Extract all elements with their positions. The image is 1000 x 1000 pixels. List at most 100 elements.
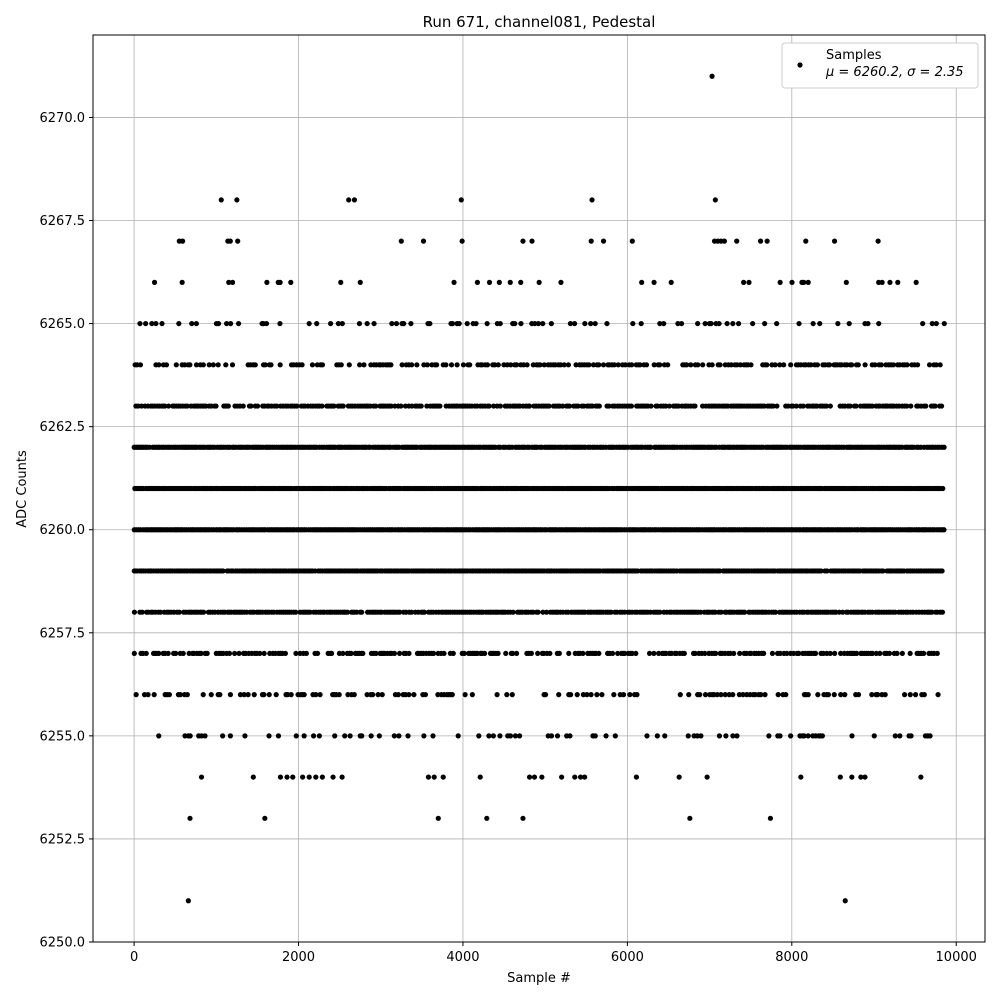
band-point xyxy=(904,362,910,368)
data-point xyxy=(234,197,240,203)
band-point xyxy=(346,362,352,368)
data-point xyxy=(185,898,191,904)
band-point xyxy=(507,733,514,739)
band-point xyxy=(431,650,437,657)
data-point xyxy=(277,774,284,780)
band-point xyxy=(865,320,871,327)
band-point xyxy=(532,320,538,327)
band-point xyxy=(274,403,280,409)
band-point xyxy=(926,362,933,368)
band-point xyxy=(495,650,501,657)
band-point xyxy=(275,733,282,739)
band-point xyxy=(314,650,321,657)
band-point xyxy=(251,692,257,698)
band-point xyxy=(877,650,883,657)
band-point xyxy=(855,362,861,368)
band-point xyxy=(772,362,778,368)
band-point xyxy=(692,650,698,657)
data-point xyxy=(539,774,545,780)
band-point xyxy=(379,692,385,698)
band-point xyxy=(376,733,382,739)
band-point xyxy=(451,279,457,285)
band-point xyxy=(770,403,776,409)
band-point xyxy=(486,403,492,409)
band-point xyxy=(414,362,420,368)
band-point xyxy=(176,320,182,327)
band-point xyxy=(180,650,186,657)
band-point xyxy=(356,320,363,327)
band-point xyxy=(603,733,609,739)
band-point xyxy=(554,733,561,739)
band-point xyxy=(843,279,849,285)
band-point xyxy=(869,692,875,698)
x-tick-label: 8000 xyxy=(775,950,808,965)
band-point xyxy=(781,362,787,368)
band-point xyxy=(241,692,247,698)
band-point xyxy=(184,692,190,698)
band-point xyxy=(361,362,367,368)
data-point xyxy=(803,238,809,244)
band-point xyxy=(357,279,363,285)
band-point xyxy=(651,650,657,657)
band-point xyxy=(301,733,307,739)
band-point xyxy=(165,650,171,657)
band-point xyxy=(277,362,283,368)
band-point xyxy=(388,362,394,368)
band-point xyxy=(306,320,312,327)
band-point xyxy=(228,320,234,327)
band-point xyxy=(608,609,614,615)
band-point xyxy=(427,320,433,327)
data-point xyxy=(339,774,345,780)
band-point xyxy=(582,320,588,327)
band-point xyxy=(340,650,346,657)
band-point xyxy=(368,733,374,739)
band-point xyxy=(359,733,365,739)
band-point xyxy=(492,362,498,368)
band-point xyxy=(535,320,541,327)
band-point xyxy=(332,733,338,739)
band-point xyxy=(818,568,824,574)
band-point xyxy=(319,403,325,409)
band-point xyxy=(835,320,841,327)
band-point xyxy=(620,692,627,698)
plot-frame xyxy=(92,34,986,943)
band-point xyxy=(927,733,933,739)
band-point xyxy=(604,320,610,327)
band-point xyxy=(537,362,543,368)
band-point xyxy=(805,279,811,285)
data-point xyxy=(290,774,296,780)
band-point xyxy=(421,609,428,615)
band-point xyxy=(698,609,704,615)
band-point xyxy=(131,650,137,657)
data-point xyxy=(798,774,804,780)
band-point xyxy=(588,320,594,327)
band-point xyxy=(282,650,288,657)
band-point xyxy=(934,650,940,657)
band-point xyxy=(215,320,222,327)
band-point xyxy=(266,733,272,739)
band-point xyxy=(661,320,667,327)
data-point xyxy=(351,197,358,203)
band-point xyxy=(153,320,159,327)
band-point xyxy=(204,650,210,657)
band-point xyxy=(210,362,216,368)
band-point xyxy=(941,320,947,327)
band-point xyxy=(698,733,704,739)
band-point xyxy=(226,650,233,657)
band-point xyxy=(777,362,783,368)
band-point xyxy=(242,733,248,739)
band-point xyxy=(907,692,913,698)
band-point xyxy=(235,320,242,327)
band-point xyxy=(375,692,381,698)
band-point xyxy=(565,362,572,368)
band-point xyxy=(510,650,516,657)
data-point xyxy=(600,238,607,244)
band-point xyxy=(277,279,283,285)
band-point xyxy=(189,320,195,327)
data-point xyxy=(629,238,635,244)
band-point xyxy=(566,403,573,409)
band-point xyxy=(336,692,342,698)
band-point xyxy=(293,650,299,657)
band-point xyxy=(224,320,230,327)
data-point xyxy=(589,197,595,203)
